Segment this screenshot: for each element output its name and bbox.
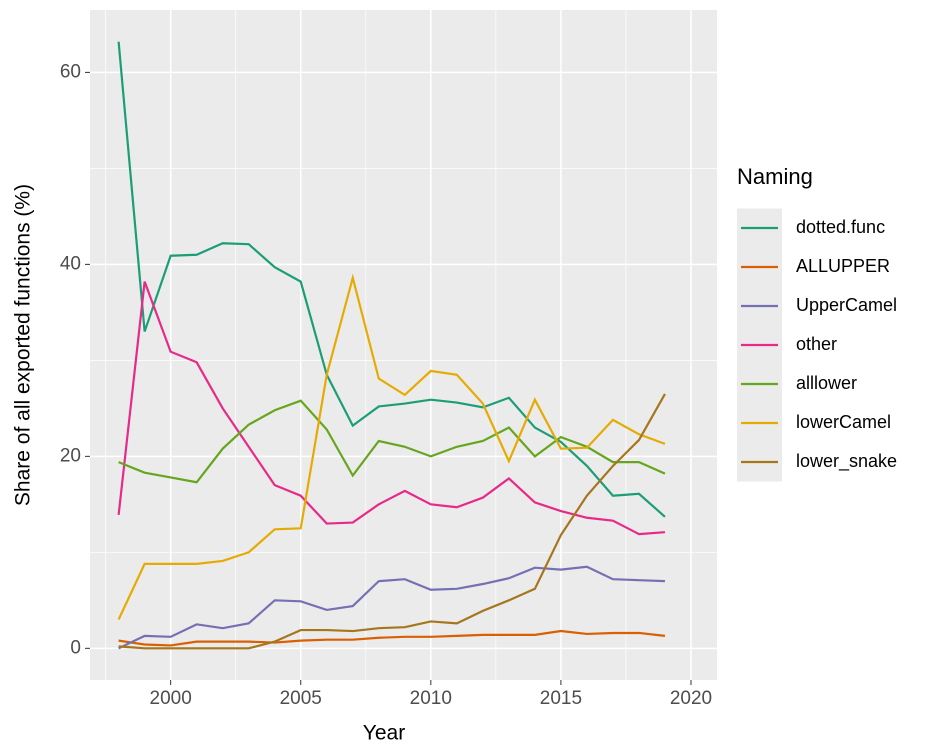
series-line xyxy=(118,629,666,647)
legend-label: lowerCamel xyxy=(796,412,891,432)
series-line xyxy=(118,393,666,650)
y-tick-label: 20 xyxy=(60,445,81,466)
y-tick-label: 60 xyxy=(60,61,81,82)
legend-title: Naming xyxy=(737,164,813,189)
series-line xyxy=(118,565,666,650)
x-tick-label: 2010 xyxy=(410,688,452,709)
legend-label: dotted.func xyxy=(796,217,885,237)
series-line xyxy=(117,41,666,518)
legend-label: other xyxy=(796,334,837,354)
panel xyxy=(90,10,717,680)
legend-label: alllower xyxy=(796,373,857,393)
legend-label: lower_snake xyxy=(796,451,897,472)
series-line xyxy=(118,399,666,484)
series-line xyxy=(117,273,666,620)
legend-label: ALLUPPER xyxy=(796,256,890,276)
x-tick-label: 2015 xyxy=(540,688,582,709)
x-tick-label: 2005 xyxy=(280,688,322,709)
x-axis-title: Year xyxy=(363,722,405,745)
y-tick-label: 40 xyxy=(60,253,81,274)
y-axis-title: Share of all exported functions (%) xyxy=(12,184,35,506)
legend-label: UpperCamel xyxy=(796,295,897,315)
x-tick-label: 2020 xyxy=(670,688,712,709)
x-tick-label: 2000 xyxy=(150,688,192,709)
y-tick-label: 0 xyxy=(70,637,81,658)
